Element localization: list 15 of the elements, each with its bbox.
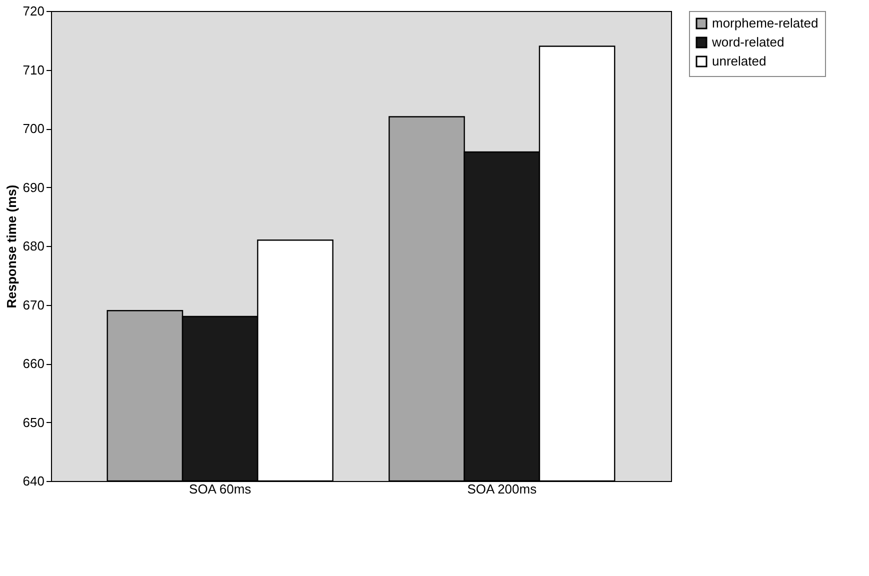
y-tick-label: 690 [22,180,44,195]
y-tick-label: 650 [22,414,44,430]
y-tick-label: 660 [22,356,44,371]
y-tick-label: 700 [22,121,44,136]
y-tick-label: 710 [22,62,44,78]
legend-label: word-related [711,34,784,50]
y-axis-title: Response time (ms) [4,184,19,308]
x-tick-label: SOA 60ms [189,482,252,496]
legend-label: morpheme-related [712,16,818,30]
y-tick-label: 680 [22,238,44,254]
y-tick-label: 640 [22,474,44,488]
legend-label: unrelated [712,54,766,68]
x-tick-label: SOA 200ms [467,482,538,496]
y-tick-label: 720 [22,4,44,18]
y-tick-label: 670 [22,297,44,312]
